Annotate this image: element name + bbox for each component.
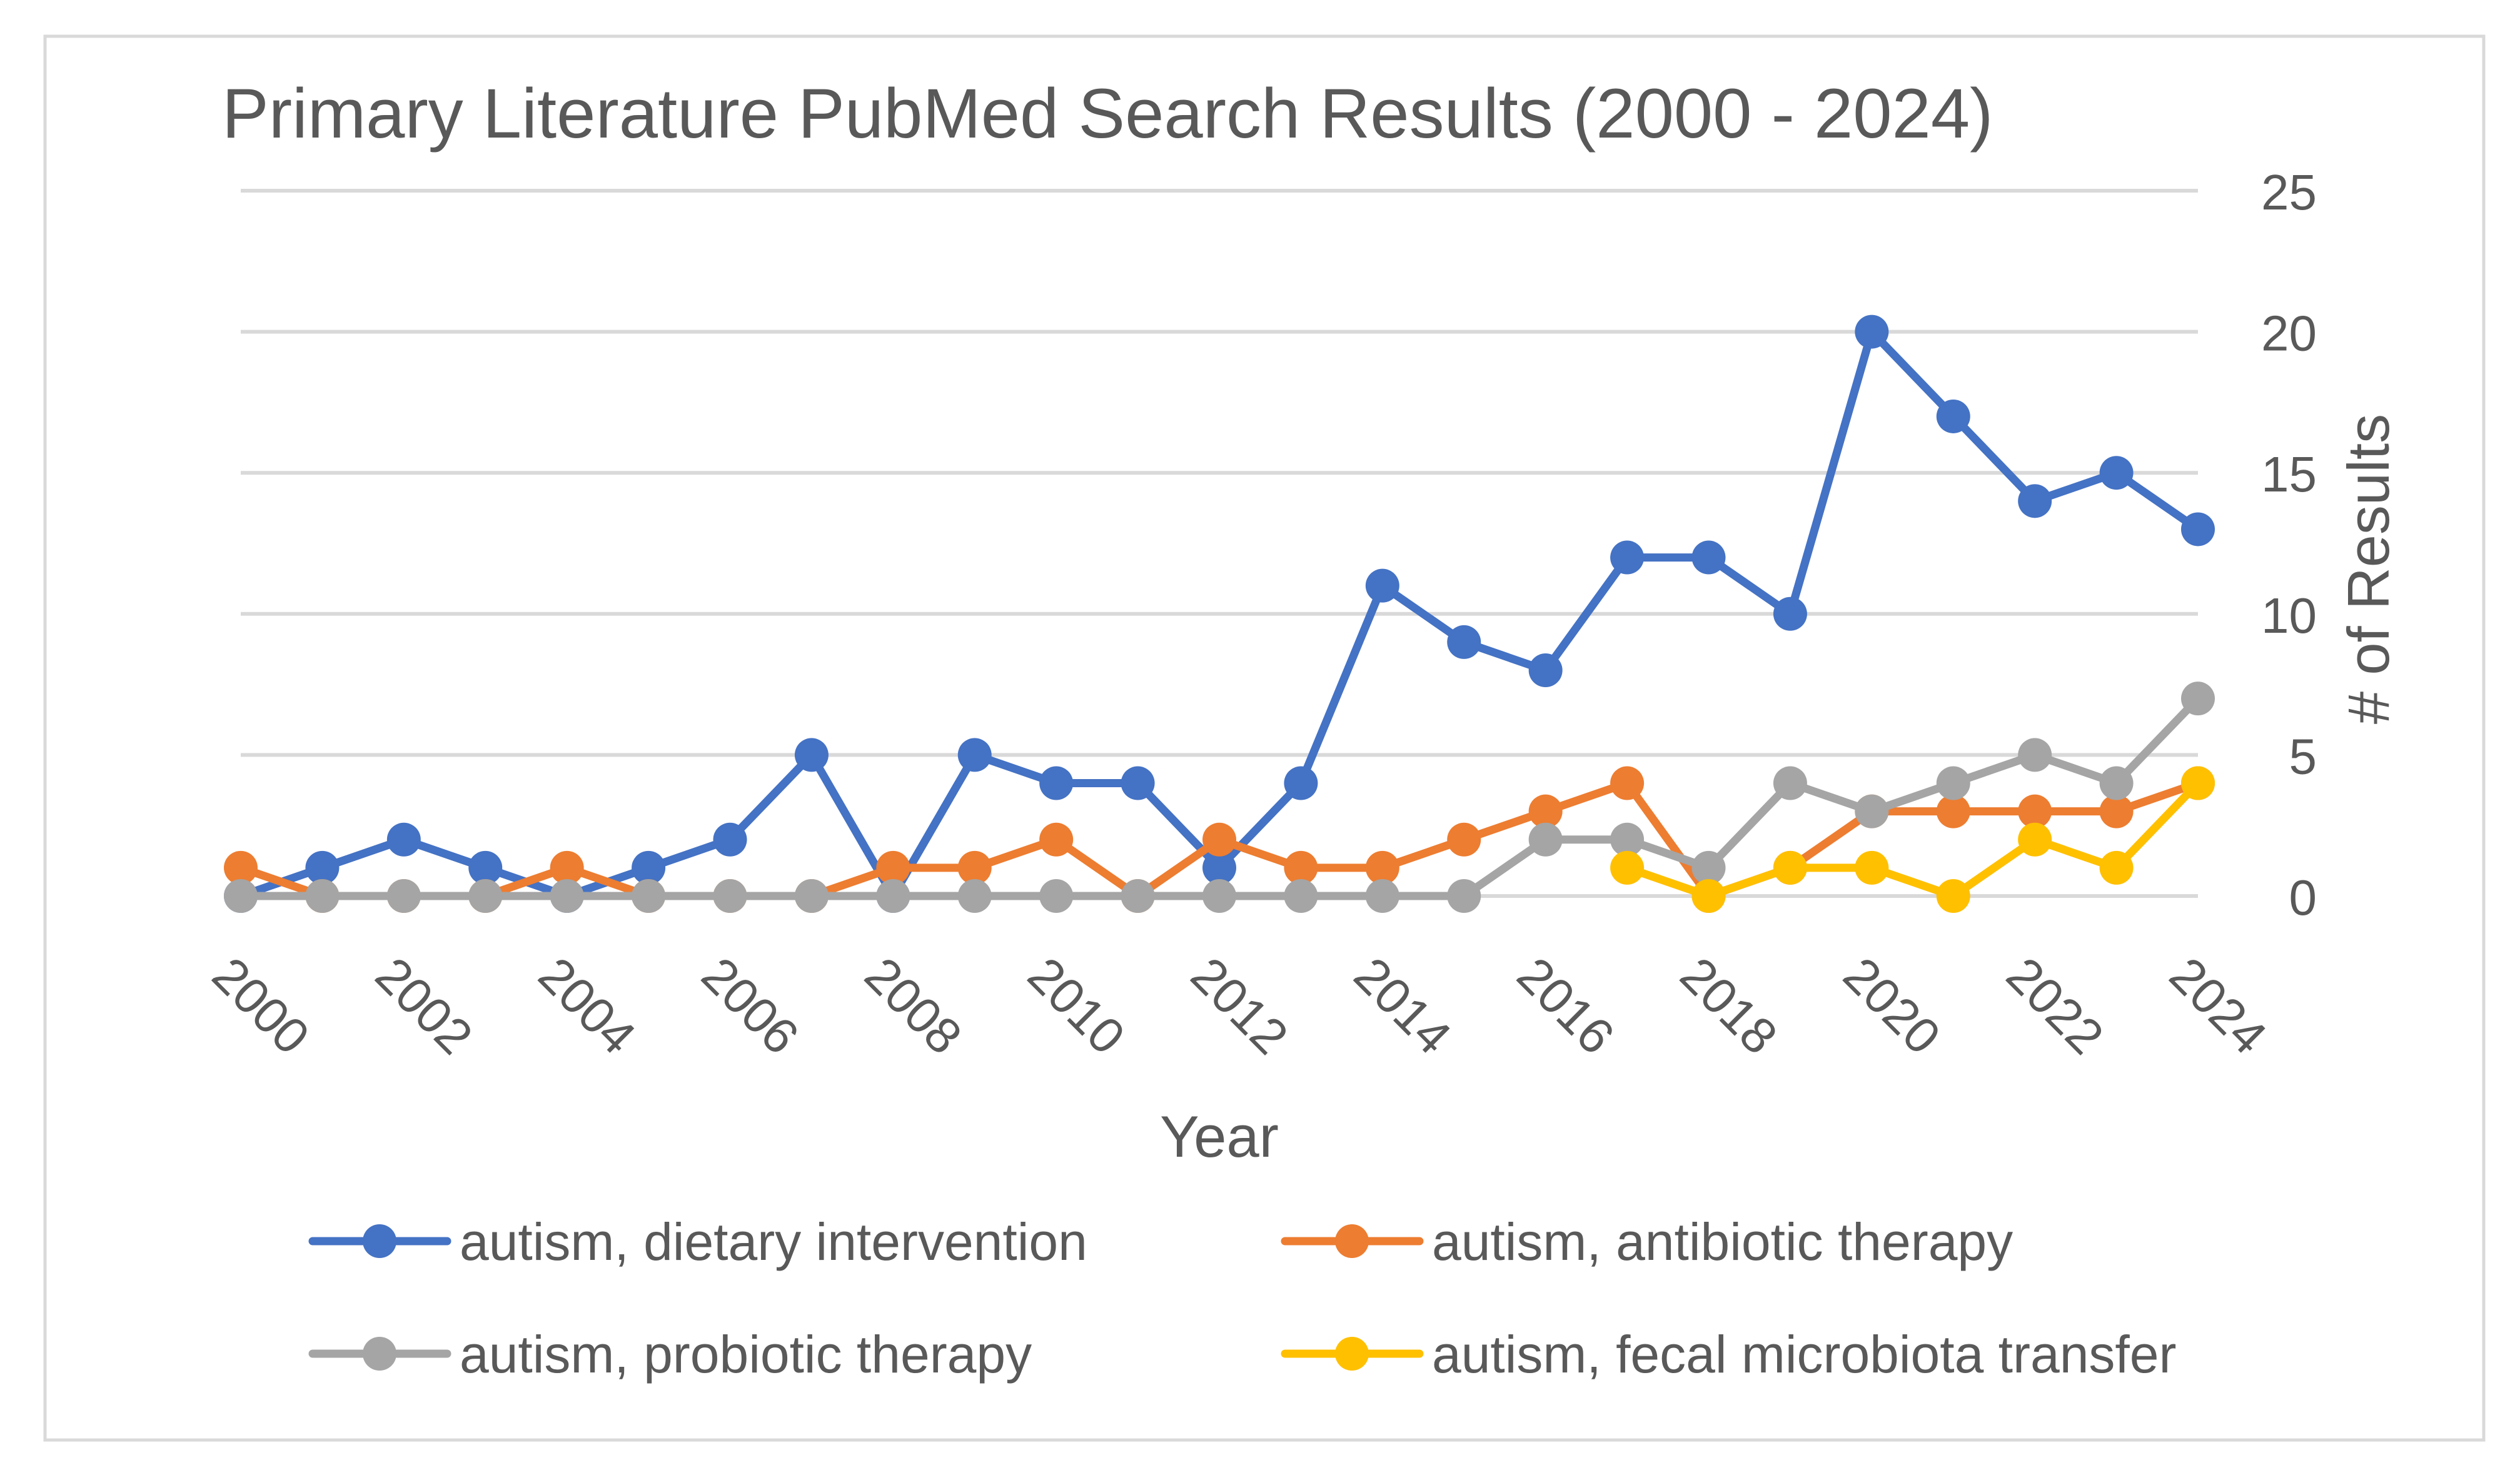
data-point-autism-dietary-intervention-2019 bbox=[1773, 597, 1807, 631]
data-point-autism-dietary-intervention-2005 bbox=[632, 850, 666, 885]
data-point-autism-probiotic-therapy-2024 bbox=[2181, 682, 2215, 716]
series-autism-fecal-microbiota-transfer bbox=[1610, 766, 2215, 913]
data-point-autism-antibiotic-therapy-2000 bbox=[224, 850, 258, 885]
y-axis-label: # of Results bbox=[2336, 414, 2401, 724]
data-point-autism-antibiotic-therapy-2009 bbox=[957, 850, 992, 885]
data-point-autism-probiotic-therapy-2023 bbox=[2099, 766, 2134, 800]
series-group bbox=[224, 315, 2215, 913]
data-point-autism-probiotic-therapy-2001 bbox=[305, 879, 340, 913]
chart-frame bbox=[43, 34, 2486, 1442]
legend-item-autism-fecal-microbiota-transfer: autism, fecal microbiota transfer bbox=[1281, 1325, 2176, 1384]
y-tick-label-20: 20 bbox=[2261, 306, 2317, 361]
data-point-autism-antibiotic-therapy-2023 bbox=[2099, 794, 2134, 828]
data-point-autism-probiotic-therapy-2017 bbox=[1610, 822, 1645, 857]
data-point-autism-probiotic-therapy-2010 bbox=[1039, 879, 1074, 913]
data-point-autism-dietary-intervention-2010 bbox=[1039, 766, 1074, 800]
data-point-autism-probiotic-therapy-2018 bbox=[1691, 850, 1726, 885]
data-point-autism-antibiotic-therapy-2014 bbox=[1365, 850, 1399, 885]
legend-label: autism, antibiotic therapy bbox=[1432, 1212, 2013, 1271]
legend-swatch-marker bbox=[1335, 1224, 1369, 1258]
y-tick-label-5: 5 bbox=[2289, 728, 2317, 784]
data-point-autism-probiotic-therapy-2022 bbox=[2018, 738, 2052, 772]
data-point-autism-probiotic-therapy-2002 bbox=[386, 879, 421, 913]
data-point-autism-probiotic-therapy-2016 bbox=[1528, 822, 1563, 857]
y-axis-ticks: 0 5 10 15 20 25 bbox=[2261, 164, 2317, 925]
data-point-autism-probiotic-therapy-2019 bbox=[1773, 766, 1807, 800]
data-point-autism-dietary-intervention-2002 bbox=[386, 822, 421, 857]
data-point-autism-antibiotic-therapy-2022 bbox=[2018, 794, 2052, 828]
data-point-autism-dietary-intervention-2009 bbox=[957, 738, 992, 772]
y-tick-label-25: 25 bbox=[2261, 164, 2317, 220]
data-point-autism-probiotic-therapy-2020 bbox=[1855, 794, 1889, 828]
legend-label: autism, dietary intervention bbox=[460, 1212, 1087, 1271]
data-point-autism-dietary-intervention-2011 bbox=[1121, 766, 1155, 800]
legend-swatch-marker bbox=[1335, 1337, 1369, 1371]
data-point-autism-dietary-intervention-2015 bbox=[1447, 625, 1481, 659]
data-point-autism-dietary-intervention-2014 bbox=[1365, 568, 1399, 603]
data-point-autism-antibiotic-therapy-2013 bbox=[1284, 850, 1318, 885]
data-point-autism-fecal-microbiota-transfer-2017 bbox=[1610, 850, 1645, 885]
data-point-autism-dietary-intervention-2003 bbox=[468, 850, 503, 885]
data-point-autism-probiotic-therapy-2004 bbox=[550, 879, 584, 913]
gridlines bbox=[241, 189, 2198, 898]
data-point-autism-fecal-microbiota-transfer-2018 bbox=[1691, 879, 1726, 913]
data-point-autism-dietary-intervention-2016 bbox=[1528, 653, 1563, 688]
data-point-autism-probiotic-therapy-2012 bbox=[1202, 879, 1236, 913]
data-point-autism-antibiotic-therapy-2004 bbox=[550, 850, 584, 885]
data-point-autism-antibiotic-therapy-2021 bbox=[1936, 794, 1970, 828]
data-point-autism-dietary-intervention-2001 bbox=[305, 850, 340, 885]
data-point-autism-fecal-microbiota-transfer-2023 bbox=[2099, 850, 2134, 885]
y-tick-label-15: 15 bbox=[2261, 446, 2317, 502]
data-point-autism-probiotic-therapy-2008 bbox=[876, 879, 910, 913]
data-point-autism-dietary-intervention-2021 bbox=[1936, 399, 1970, 433]
data-point-autism-dietary-intervention-2006 bbox=[713, 822, 747, 857]
series-autism-probiotic-therapy bbox=[224, 682, 2215, 913]
data-point-autism-probiotic-therapy-2014 bbox=[1365, 879, 1399, 913]
data-point-autism-fecal-microbiota-transfer-2019 bbox=[1773, 850, 1807, 885]
data-point-autism-dietary-intervention-2017 bbox=[1610, 540, 1645, 575]
data-point-autism-dietary-intervention-2022 bbox=[2018, 484, 2052, 518]
data-point-autism-dietary-intervention-2023 bbox=[2099, 456, 2134, 490]
data-point-autism-probiotic-therapy-2000 bbox=[224, 879, 258, 913]
data-point-autism-antibiotic-therapy-2010 bbox=[1039, 822, 1074, 857]
y-tick-label-0: 0 bbox=[2289, 870, 2317, 925]
data-point-autism-antibiotic-therapy-2015 bbox=[1447, 822, 1481, 857]
data-point-autism-probiotic-therapy-2009 bbox=[957, 879, 992, 913]
legend-label: autism, fecal microbiota transfer bbox=[1432, 1325, 2176, 1384]
data-point-autism-probiotic-therapy-2005 bbox=[632, 879, 666, 913]
data-point-autism-dietary-intervention-2020 bbox=[1855, 315, 1889, 349]
legend-item-autism-probiotic-therapy: autism, probiotic therapy bbox=[308, 1325, 1032, 1384]
data-point-autism-probiotic-therapy-2007 bbox=[794, 879, 829, 913]
data-point-autism-dietary-intervention-2007 bbox=[794, 738, 829, 772]
data-point-autism-probiotic-therapy-2013 bbox=[1284, 879, 1318, 913]
chart-title: Primary Literature PubMed Search Results… bbox=[222, 74, 1993, 153]
data-point-autism-fecal-microbiota-transfer-2022 bbox=[2018, 822, 2052, 857]
data-point-autism-dietary-intervention-2024 bbox=[2181, 512, 2215, 546]
data-point-autism-dietary-intervention-2018 bbox=[1691, 540, 1726, 575]
data-point-autism-fecal-microbiota-transfer-2021 bbox=[1936, 879, 1970, 913]
data-point-autism-antibiotic-therapy-2008 bbox=[876, 850, 910, 885]
data-point-autism-fecal-microbiota-transfer-2024 bbox=[2181, 766, 2215, 800]
data-point-autism-dietary-intervention-2012 bbox=[1202, 850, 1236, 885]
legend-label: autism, probiotic therapy bbox=[460, 1325, 1032, 1384]
legend-item-autism-antibiotic-therapy: autism, antibiotic therapy bbox=[1281, 1212, 2013, 1271]
data-point-autism-fecal-microbiota-transfer-2020 bbox=[1855, 850, 1889, 885]
data-point-autism-probiotic-therapy-2021 bbox=[1936, 766, 1970, 800]
data-point-autism-probiotic-therapy-2011 bbox=[1121, 879, 1155, 913]
x-axis-label: Year bbox=[1160, 1104, 1279, 1169]
legend: autism, dietary intervention autism, anti… bbox=[308, 1212, 2176, 1384]
data-point-autism-dietary-intervention-2013 bbox=[1284, 766, 1318, 800]
data-point-autism-antibiotic-therapy-2012 bbox=[1202, 822, 1236, 857]
data-point-autism-antibiotic-therapy-2016 bbox=[1528, 794, 1563, 828]
legend-swatch-marker bbox=[363, 1224, 396, 1258]
legend-swatch-marker bbox=[363, 1337, 396, 1371]
data-point-autism-antibiotic-therapy-2017 bbox=[1610, 766, 1645, 800]
data-point-autism-probiotic-therapy-2003 bbox=[468, 879, 503, 913]
legend-item-autism-dietary-intervention: autism, dietary intervention bbox=[308, 1212, 1087, 1271]
data-point-autism-probiotic-therapy-2006 bbox=[713, 879, 747, 913]
data-point-autism-probiotic-therapy-2015 bbox=[1447, 879, 1481, 913]
y-tick-label-10: 10 bbox=[2261, 588, 2317, 643]
